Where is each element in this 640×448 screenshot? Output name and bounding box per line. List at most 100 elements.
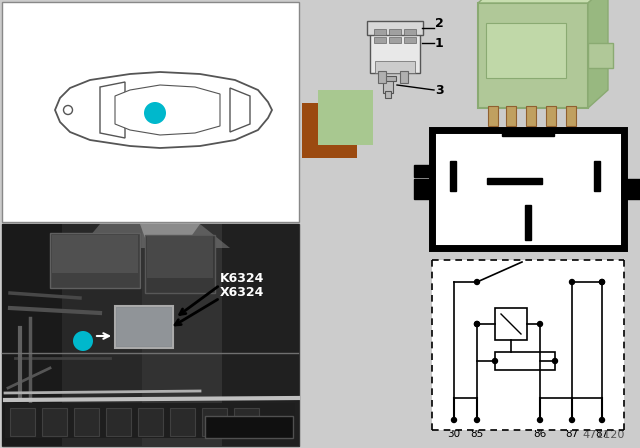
Polygon shape — [588, 0, 608, 108]
Text: 3: 3 — [435, 83, 444, 96]
Bar — [432, 260, 624, 430]
Bar — [380, 76, 396, 81]
Bar — [389, 29, 401, 35]
Text: 86: 86 — [533, 429, 547, 439]
Bar — [42, 408, 67, 436]
Bar — [414, 179, 434, 199]
Polygon shape — [115, 85, 220, 135]
Circle shape — [493, 358, 497, 363]
Bar — [546, 106, 556, 126]
Text: 2: 2 — [435, 17, 444, 30]
Text: 5: 5 — [569, 422, 575, 432]
Bar — [234, 408, 259, 436]
Bar — [486, 23, 566, 78]
Bar — [74, 408, 99, 436]
Bar — [370, 23, 420, 73]
Bar — [374, 37, 386, 43]
Bar — [478, 3, 588, 108]
Text: 6: 6 — [451, 422, 458, 432]
Text: 1: 1 — [435, 36, 444, 49]
Bar — [142, 224, 222, 446]
Text: 87: 87 — [595, 429, 609, 439]
Circle shape — [73, 331, 93, 351]
Bar — [495, 308, 527, 340]
Text: 4: 4 — [474, 422, 480, 432]
Bar — [50, 233, 140, 288]
Bar — [488, 106, 498, 126]
Circle shape — [474, 322, 479, 327]
Bar — [594, 161, 600, 191]
Bar — [432, 130, 624, 248]
Text: K6324: K6324 — [220, 271, 264, 284]
Bar — [525, 205, 531, 240]
Bar — [487, 178, 542, 184]
Circle shape — [600, 418, 605, 422]
Bar — [526, 106, 536, 126]
Circle shape — [600, 280, 605, 284]
Bar — [145, 235, 215, 293]
Bar — [414, 165, 434, 177]
Bar — [302, 103, 357, 158]
Bar — [138, 408, 163, 436]
Bar — [2, 2, 299, 222]
Bar — [404, 37, 416, 43]
Bar — [52, 235, 138, 273]
Circle shape — [474, 280, 479, 284]
Bar — [383, 77, 393, 93]
Circle shape — [600, 280, 605, 284]
Text: 2: 2 — [598, 422, 605, 432]
Bar — [389, 37, 401, 43]
Circle shape — [451, 418, 456, 422]
Bar — [506, 106, 516, 126]
Bar — [367, 21, 423, 35]
Bar — [10, 408, 35, 436]
Bar — [170, 408, 195, 436]
Text: BOSCH: BOSCH — [84, 258, 106, 263]
Circle shape — [570, 280, 575, 284]
Text: X6324: X6324 — [220, 287, 264, 300]
Bar — [5, 403, 295, 438]
Bar — [374, 29, 386, 35]
Circle shape — [474, 418, 479, 422]
Text: 30: 30 — [437, 146, 451, 156]
Text: 030024: 030024 — [228, 422, 270, 432]
Circle shape — [63, 105, 72, 115]
Circle shape — [570, 418, 575, 422]
Text: 85: 85 — [593, 146, 607, 156]
Text: 1: 1 — [79, 336, 87, 346]
Polygon shape — [140, 224, 200, 238]
Bar — [115, 306, 173, 348]
Bar — [404, 29, 416, 35]
Bar — [117, 308, 171, 346]
Bar — [318, 90, 373, 145]
Text: 471120: 471120 — [582, 430, 625, 440]
Text: 1: 1 — [150, 107, 159, 120]
Bar — [495, 352, 555, 370]
Text: 85: 85 — [470, 429, 484, 439]
Text: 87: 87 — [493, 167, 507, 177]
Text: 8: 8 — [537, 422, 543, 432]
Bar — [147, 236, 213, 278]
Text: 30: 30 — [447, 429, 461, 439]
Circle shape — [538, 418, 543, 422]
Text: BMW: BMW — [512, 46, 540, 56]
Circle shape — [552, 358, 557, 363]
Bar — [450, 161, 456, 191]
Polygon shape — [100, 82, 125, 138]
Bar — [588, 43, 613, 68]
Text: 87: 87 — [521, 143, 535, 153]
Polygon shape — [80, 224, 230, 248]
Circle shape — [474, 322, 479, 327]
Polygon shape — [478, 0, 608, 3]
Bar — [62, 224, 142, 446]
Text: 87: 87 — [565, 429, 579, 439]
Bar — [2, 224, 299, 446]
Bar — [622, 179, 640, 199]
Polygon shape — [230, 88, 250, 132]
Circle shape — [538, 322, 543, 327]
Bar — [385, 91, 391, 98]
Bar — [400, 71, 408, 83]
Bar — [378, 71, 386, 83]
Bar — [106, 408, 131, 436]
Text: 86: 86 — [509, 221, 523, 231]
